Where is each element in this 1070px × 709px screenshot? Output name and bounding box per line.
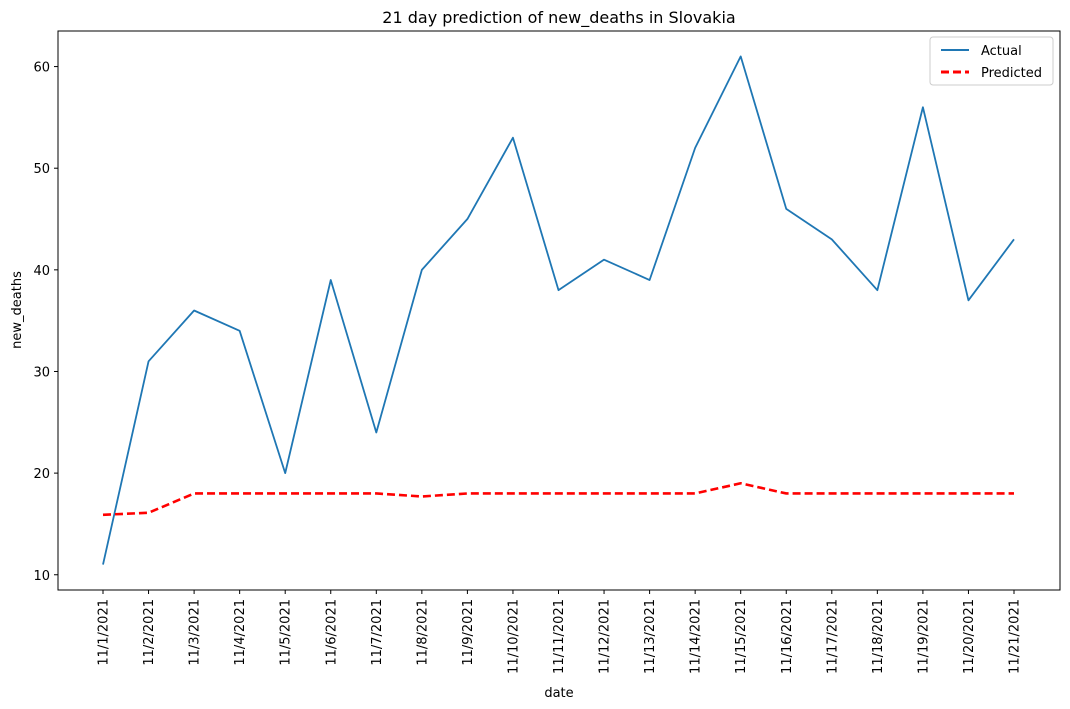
x-axis: 11/1/2021 11/2/2021 11/3/2021 11/4/2021 11/5… xyxy=(97,590,1023,674)
x-tick-label: 11/7/2021 xyxy=(370,599,385,666)
x-tick-label: 11/1/2021 xyxy=(97,599,112,666)
x-tick-label: 11/17/2021 xyxy=(825,599,840,674)
series-layer xyxy=(102,55,1015,565)
x-tick-label: 11/6/2021 xyxy=(324,599,339,666)
x-tick-label: 11/13/2021 xyxy=(643,599,658,674)
x-tick-label: 11/2/2021 xyxy=(142,599,157,666)
x-tick-label: 11/3/2021 xyxy=(188,599,203,666)
series-line-actual xyxy=(102,55,1015,565)
x-tick-label: 11/16/2021 xyxy=(780,599,795,674)
y-tick-label: 10 xyxy=(33,569,50,584)
x-tick-label: 11/9/2021 xyxy=(461,599,476,666)
y-tick-label: 20 xyxy=(33,467,50,482)
y-axis-label: new_deaths xyxy=(10,271,25,349)
x-tick-label: 11/21/2021 xyxy=(1008,599,1023,674)
y-axis: 10 20 30 40 50 60 xyxy=(33,61,58,584)
x-tick-label: 11/10/2021 xyxy=(506,599,521,674)
x-tick-label: 11/20/2021 xyxy=(962,599,977,674)
y-tick-label: 50 xyxy=(33,162,50,177)
y-tick-label: 40 xyxy=(33,264,50,279)
y-tick-label: 60 xyxy=(33,61,50,76)
chart-title: 21 day prediction of new_deaths in Slova… xyxy=(382,8,735,28)
x-axis-label: date xyxy=(544,686,573,701)
x-tick-label: 11/8/2021 xyxy=(415,599,430,666)
x-tick-label: 11/14/2021 xyxy=(689,599,704,674)
x-tick-label: 11/4/2021 xyxy=(233,599,248,666)
legend-label-predicted: Predicted xyxy=(981,66,1042,81)
x-tick-label: 11/12/2021 xyxy=(598,599,613,674)
plot-area xyxy=(57,30,1061,591)
y-tick-label: 30 xyxy=(33,365,50,380)
x-tick-label: 11/19/2021 xyxy=(916,599,931,674)
legend-label-actual: Actual xyxy=(981,44,1022,59)
series-line-predicted xyxy=(102,481,1014,517)
x-tick-label: 11/11/2021 xyxy=(552,599,567,674)
x-tick-label: 11/18/2021 xyxy=(871,599,886,674)
x-tick-label: 11/5/2021 xyxy=(279,599,294,666)
legend: Actual Predicted xyxy=(929,36,1054,86)
x-tick-label: 11/15/2021 xyxy=(734,599,749,674)
